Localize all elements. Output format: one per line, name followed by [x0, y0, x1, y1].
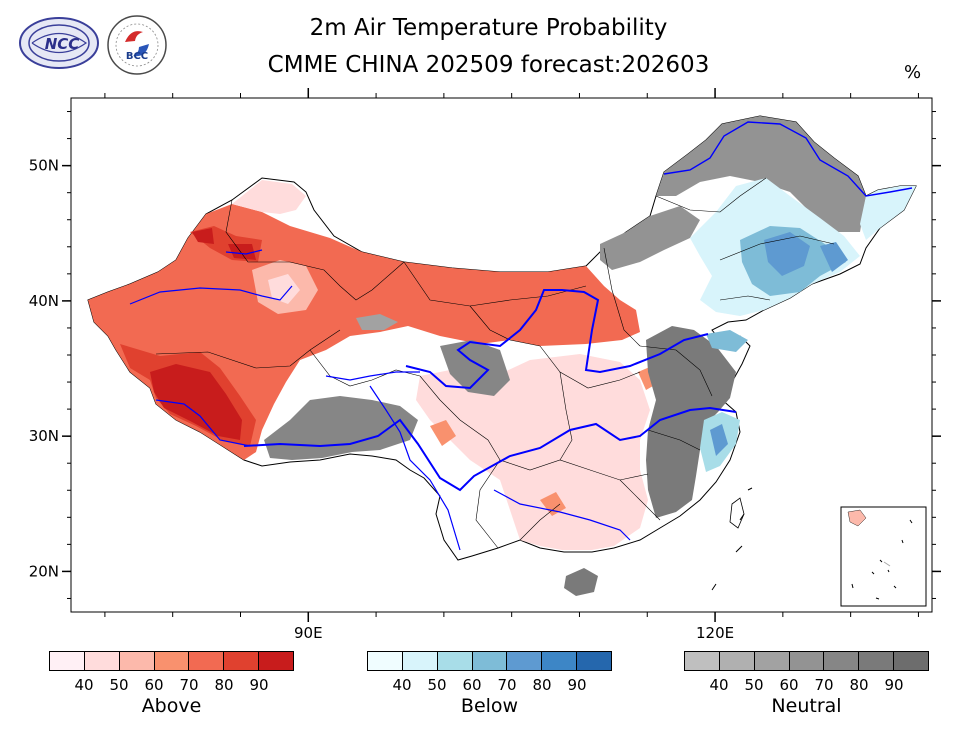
yangtze-river [243, 406, 737, 492]
map-subtitle: CMME CHINA 202509 forecast:202603 [267, 52, 710, 78]
below-far-northeast [860, 186, 916, 240]
legend-tick-label: 60 [462, 676, 482, 694]
legend-swatch [685, 652, 720, 670]
ncc-logo: NCC [19, 17, 99, 69]
neutral-northeast [656, 116, 866, 232]
legend-swatch [894, 652, 929, 670]
above-central-pink [416, 354, 650, 550]
bcc-logo: BCC [107, 15, 167, 75]
legend-swatch [719, 652, 755, 670]
neutral-central [440, 340, 510, 396]
legend-swatch [224, 652, 260, 670]
legend-tick-label: 40 [392, 676, 412, 694]
taiwan-island [729, 497, 745, 529]
tarim-river [129, 285, 293, 305]
below-northeast-east [820, 242, 848, 272]
legend-swatch [754, 652, 790, 670]
above-south-orange [540, 492, 566, 516]
above-north-darkest [192, 228, 214, 244]
legend-swatch [402, 652, 438, 670]
legend-swatch [824, 652, 860, 670]
below-northeast-dark [764, 232, 810, 276]
below-zhejiang-dark [710, 424, 728, 456]
pearl-river [493, 489, 631, 541]
legend-bar-below [367, 651, 612, 671]
legend-tick-label: 40 [709, 676, 729, 694]
lon-label: 90E [294, 624, 323, 642]
neutral-hainan [564, 568, 598, 596]
legend-tick-label: 90 [567, 676, 587, 694]
south-china-sea-inset [840, 506, 927, 607]
legend-swatch [542, 652, 578, 670]
legend-title-above: Above [141, 695, 202, 717]
yarlung-river [155, 399, 251, 447]
legend-swatch [189, 652, 225, 670]
below-shandong [706, 330, 748, 352]
legend-title-below: Below [460, 695, 519, 717]
ncc-logo-text: NCC [45, 35, 80, 53]
legend-swatch [507, 652, 543, 670]
legend-swatch [119, 652, 155, 670]
lat-label: 30N [29, 427, 59, 445]
legend-swatch [50, 652, 85, 670]
legend-title-neutral: Neutral [771, 695, 842, 717]
neutral-southwest [264, 396, 418, 460]
legend-tick-label: 80 [849, 676, 869, 694]
legend-swatch [859, 652, 895, 670]
bcc-logo-text: BCC [126, 51, 148, 62]
neutral-north [600, 206, 700, 270]
above-central-orange [430, 420, 456, 446]
legend-swatch [259, 652, 294, 670]
mekong-river [369, 385, 461, 551]
legend-tick-label: 50 [744, 676, 764, 694]
south-sea-dashes [711, 487, 753, 591]
lat-label: 20N [29, 562, 59, 580]
legend-swatch [154, 652, 190, 670]
neutral-east-coast [646, 326, 736, 518]
axis-ticks: 50N 40N 30N 20N 90E 120E [29, 88, 941, 642]
legend-bar-neutral [684, 651, 929, 671]
yellow-river [405, 289, 709, 390]
legend-tick-label: 70 [179, 676, 199, 694]
legend-tick-label: 90 [884, 676, 904, 694]
rivers [129, 121, 913, 551]
province-boundaries [155, 177, 835, 549]
legend-tick-label: 80 [532, 676, 552, 694]
lon-label: 120E [696, 624, 734, 642]
above-xinjiang-light [232, 180, 306, 214]
below-zones [690, 178, 916, 472]
legend-tick-label: 50 [427, 676, 447, 694]
neutral-zones [264, 116, 866, 596]
legend-tick-label: 80 [214, 676, 234, 694]
above-zones [88, 180, 660, 550]
legend-tick-label: 60 [779, 676, 799, 694]
legend-swatch [368, 652, 403, 670]
legend-swatch [84, 652, 120, 670]
map-title: 2m Air Temperature Probability [309, 15, 668, 41]
lat-label: 40N [29, 292, 59, 310]
legend-swatch [577, 652, 612, 670]
ili-river [225, 249, 263, 255]
legend-tick-label: 60 [144, 676, 164, 694]
north-river [325, 371, 420, 381]
legend-tick-label: 90 [249, 676, 269, 694]
legend-bar-above [49, 651, 294, 671]
legend-tick-label: 70 [814, 676, 834, 694]
legend-tick-label: 70 [497, 676, 517, 694]
legend-tick-label: 40 [74, 676, 94, 694]
neutral-gansu [356, 314, 398, 330]
above-tibet-darkest [150, 364, 242, 440]
above-north-darkest2 [228, 244, 256, 260]
lat-label: 50N [29, 157, 59, 175]
legend-tick-label: 50 [109, 676, 129, 694]
legend-swatch [472, 652, 508, 670]
above-basin-center [268, 274, 300, 304]
unit-label: % [904, 62, 922, 83]
heilong-river [663, 121, 913, 197]
legend-swatch [789, 652, 825, 670]
legend-swatch [437, 652, 473, 670]
